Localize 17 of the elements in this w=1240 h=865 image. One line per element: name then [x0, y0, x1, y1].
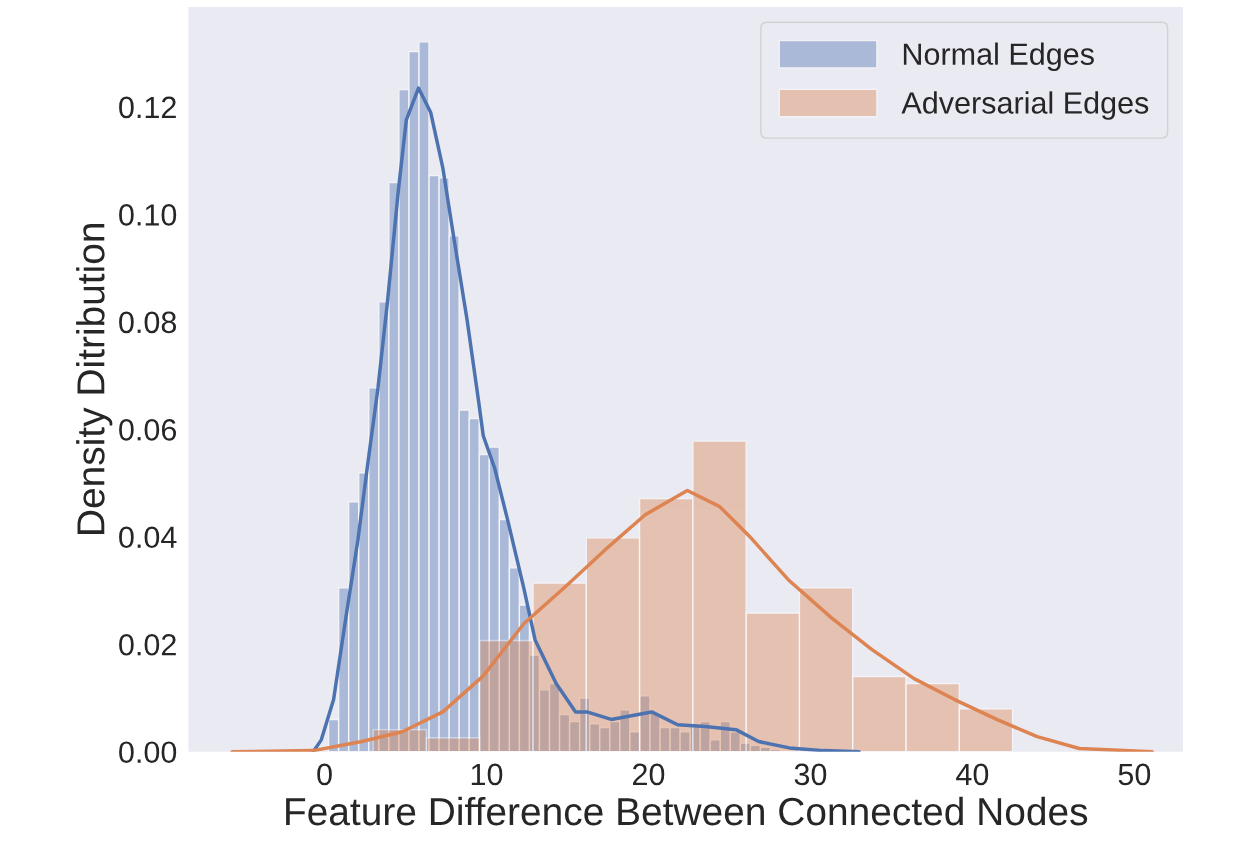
x-tick-label: 10 — [471, 763, 503, 786]
y-tick-label: 0.10 — [119, 204, 177, 226]
x-tick-label: 50 — [1118, 763, 1151, 786]
y-tick-label: 0.12 — [119, 96, 176, 119]
x-axis-title: Feature Difference Between Connected Nodes — [286, 796, 1088, 826]
y-axis-title: Density Ditribution — [76, 224, 113, 534]
y-tick-label: 0.02 — [119, 633, 176, 656]
legend-label: Adversarial Edges — [901, 91, 1149, 120]
y-tick-label: 0.04 — [119, 526, 177, 549]
x-tick-label: 0 — [317, 763, 332, 786]
legend-label: Normal Edges — [903, 42, 1094, 72]
x-tick-label: 40 — [956, 763, 989, 786]
x-tick-label: 30 — [794, 763, 827, 786]
x-tick-label: 20 — [633, 763, 665, 786]
y-tick-label: 0.08 — [119, 311, 177, 334]
y-tick-label: 0.00 — [119, 741, 177, 764]
y-tick-label: 0.06 — [119, 419, 177, 441]
